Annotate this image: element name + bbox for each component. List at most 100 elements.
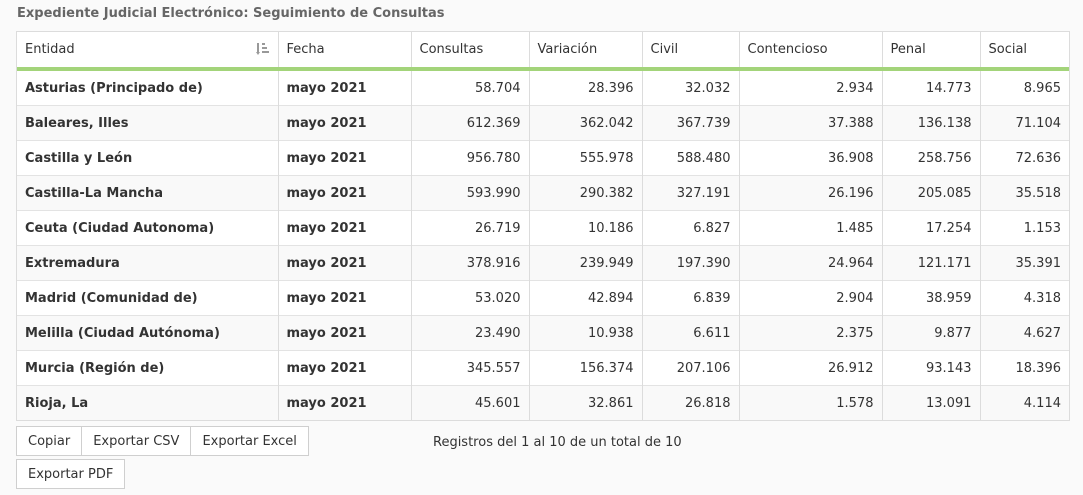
table-row: Asturias (Principado de) mayo 2021 58.704 2…	[17, 69, 1069, 106]
export-csv-button[interactable]: Exportar CSV	[81, 426, 192, 456]
cell-fecha: mayo 2021	[278, 210, 412, 246]
cell-penal: 258.756	[882, 140, 981, 176]
cell-contencioso: 2.375	[739, 315, 883, 351]
table-row: Ceuta (Ciudad Autonoma) mayo 2021 26.719 10…	[17, 210, 1069, 246]
cell-entidad: Murcia (Región de)	[17, 350, 279, 386]
data-table-container: Entidad Fecha Consultas Variación Civil …	[16, 31, 1070, 421]
column-header-variacion[interactable]: Variación	[529, 32, 643, 71]
cell-consultas: 26.719	[411, 210, 530, 246]
cell-penal: 136.138	[882, 105, 981, 141]
table-row: Baleares, Illes mayo 2021 612.369 362.042 36…	[17, 105, 1069, 141]
cell-civil: 6.839	[642, 280, 740, 316]
table-row: Murcia (Región de) mayo 2021 345.557 156.37…	[17, 350, 1069, 386]
column-header-civil[interactable]: Civil	[642, 32, 740, 71]
cell-fecha: mayo 2021	[278, 175, 412, 211]
cell-entidad: Ceuta (Ciudad Autonoma)	[17, 210, 279, 246]
column-header-entidad[interactable]: Entidad	[17, 32, 279, 71]
cell-consultas: 378.916	[411, 245, 530, 281]
cell-variacion: 42.894	[529, 280, 643, 316]
table-row: Rioja, La mayo 2021 45.601 32.861 26.818 1.57…	[17, 385, 1069, 420]
column-header-fecha[interactable]: Fecha	[278, 32, 412, 71]
cell-variacion: 28.396	[529, 69, 643, 106]
cell-variacion: 10.938	[529, 315, 643, 351]
cell-variacion: 290.382	[529, 175, 643, 211]
cell-civil: 26.818	[642, 385, 740, 420]
cell-consultas: 23.490	[411, 315, 530, 351]
cell-penal: 93.143	[882, 350, 981, 386]
cell-fecha: mayo 2021	[278, 140, 412, 176]
table-header-row: Entidad Fecha Consultas Variación Civil …	[17, 32, 1069, 71]
cell-consultas: 612.369	[411, 105, 530, 141]
cell-contencioso: 2.904	[739, 280, 883, 316]
cell-contencioso: 24.964	[739, 245, 883, 281]
cell-consultas: 45.601	[411, 385, 530, 420]
cell-entidad: Extremadura	[17, 245, 279, 281]
table-row: Castilla y León mayo 2021 956.780 555.978 58…	[17, 140, 1069, 176]
cell-contencioso: 37.388	[739, 105, 883, 141]
cell-penal: 9.877	[882, 315, 981, 351]
cell-contencioso: 1.485	[739, 210, 883, 246]
cell-fecha: mayo 2021	[278, 350, 412, 386]
cell-penal: 121.171	[882, 245, 981, 281]
cell-social: 8.965	[1023, 80, 1061, 96]
cell-social: 1.153	[980, 210, 1069, 246]
cell-entidad: Castilla-La Mancha	[17, 175, 279, 211]
cell-social: 35.518	[980, 175, 1069, 211]
cell-consultas: 593.990	[411, 175, 530, 211]
cell-entidad: Melilla (Ciudad Autónoma)	[17, 315, 279, 351]
cell-social: 4.318	[980, 280, 1069, 316]
column-header-social[interactable]: Social	[980, 32, 1069, 71]
table-row: Madrid (Comunidad de) mayo 2021 53.020 42.8…	[17, 280, 1069, 316]
cell-social: 18.396	[980, 350, 1069, 386]
cell-civil: 6.827	[642, 210, 740, 246]
cell-social: 4.627	[980, 315, 1069, 351]
cell-variacion: 10.186	[529, 210, 643, 246]
cell-social: 35.391	[980, 245, 1069, 281]
cell-penal: 38.959	[882, 280, 981, 316]
export-button-group-row2: Exportar PDF	[16, 459, 126, 489]
column-header-consultas[interactable]: Consultas	[411, 32, 530, 71]
cell-penal: 205.085	[882, 175, 981, 211]
cell-fecha: mayo 2021	[278, 105, 412, 141]
cell-entidad: Madrid (Comunidad de)	[17, 280, 279, 316]
cell-penal: 13.091	[882, 385, 981, 420]
cell-consultas: 345.557	[411, 350, 530, 386]
cell-social: 4.114	[980, 385, 1069, 420]
cell-civil: 367.739	[642, 105, 740, 141]
cell-variacion: 362.042	[529, 105, 643, 141]
cell-consultas: 58.704	[411, 69, 530, 106]
column-header-penal[interactable]: Penal	[882, 32, 981, 71]
cell-civil: 6.611	[642, 315, 740, 351]
cell-entidad: Castilla y León	[17, 140, 279, 176]
column-header-contencioso[interactable]: Contencioso	[739, 32, 883, 71]
cell-consultas: 53.020	[411, 280, 530, 316]
cell-social: 72.636	[980, 140, 1069, 176]
cell-contencioso: 2.934	[739, 69, 883, 106]
cell-civil: 32.032	[642, 69, 740, 106]
cell-penal: 14.773	[882, 69, 981, 106]
cell-civil: 207.106	[642, 350, 740, 386]
cell-entidad: Baleares, Illes	[17, 105, 279, 141]
sort-ascending-icon	[255, 43, 269, 55]
table-row: Castilla-La Mancha mayo 2021 593.990 290.38…	[17, 175, 1069, 211]
cell-variacion: 555.978	[529, 140, 643, 176]
export-excel-button[interactable]: Exportar Excel	[190, 426, 309, 456]
cell-civil: 588.480	[642, 140, 740, 176]
copy-button[interactable]: Copiar	[16, 426, 83, 456]
cell-variacion: 156.374	[529, 350, 643, 386]
data-table: Entidad Fecha Consultas Variación Civil …	[17, 32, 1069, 420]
cell-social: 71.104	[980, 105, 1069, 141]
page-title: Expediente Judicial Electrónico: Seguimi…	[17, 6, 445, 21]
export-pdf-button[interactable]: Exportar PDF	[16, 459, 126, 489]
cell-fecha: mayo 2021	[278, 385, 412, 420]
cell-penal: 17.254	[882, 210, 981, 246]
cell-consultas: 956.780	[411, 140, 530, 176]
table-info: Registros del 1 al 10 de un total de 10	[433, 435, 682, 450]
cell-contencioso: 36.908	[739, 140, 883, 176]
cell-civil: 327.191	[642, 175, 740, 211]
cell-civil: 197.390	[642, 245, 740, 281]
cell-fecha: mayo 2021	[278, 245, 412, 281]
cell-contencioso: 1.578	[739, 385, 883, 420]
cell-variacion: 239.949	[529, 245, 643, 281]
cell-variacion: 32.861	[529, 385, 643, 420]
